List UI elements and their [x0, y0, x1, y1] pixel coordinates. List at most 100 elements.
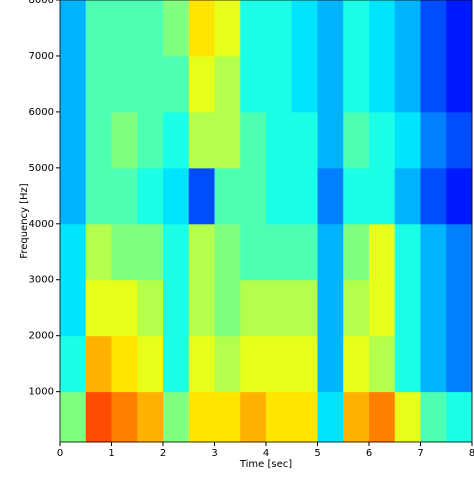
spectrogram-cell: [188, 391, 215, 443]
spectrogram-cell: [369, 279, 396, 337]
spectrogram-cell: [163, 167, 190, 225]
spectrogram-cell: [446, 335, 473, 393]
y-axis-label: Frequency [Hz]: [19, 183, 30, 259]
spectrogram-cell: [214, 111, 241, 169]
axes: 0 1 2 3 4 5 6 7 8 1000 2000 3000 4000 5000 6000 7000 800…: [29, 0, 474, 459]
x-tick-label: 4: [263, 448, 269, 459]
spectrogram-cell: [163, 111, 190, 169]
spectrogram-cell: [266, 0, 293, 57]
spectrogram-cell: [240, 335, 267, 393]
spectrogram-cell: [343, 55, 370, 113]
spectrogram-cell: [266, 279, 293, 337]
spectrogram-cell: [266, 223, 293, 281]
spectrogram-cell: [240, 391, 267, 443]
spectrogram-cell: [188, 0, 215, 57]
spectrogram-cell: [369, 391, 396, 443]
spectrogram-cell: [240, 279, 267, 337]
spectrogram-cell: [85, 0, 112, 57]
spectrogram-cell: [214, 55, 241, 113]
spectrogram-cell: [291, 223, 318, 281]
spectrogram-cell: [214, 0, 241, 57]
spectrogram-cell: [446, 55, 473, 113]
spectrogram-cell: [111, 111, 138, 169]
spectrogram-cell: [137, 55, 164, 113]
spectrogram-cell: [111, 279, 138, 337]
spectrogram-cell: [420, 279, 447, 337]
spectrogram-cell: [394, 55, 421, 113]
spectrogram-cell: [188, 167, 215, 225]
spectrogram-cell: [446, 223, 473, 281]
spectrogram-cell: [369, 223, 396, 281]
spectrogram-cell: [266, 391, 293, 443]
spectrogram-cell: [266, 167, 293, 225]
spectrogram-cell: [85, 167, 112, 225]
spectrogram-cell: [188, 223, 215, 281]
spectrogram-cell: [214, 335, 241, 393]
spectrogram-cell: [163, 391, 190, 443]
x-tick-label: 1: [108, 448, 114, 459]
spectrogram-cell: [420, 0, 447, 57]
x-axis-label: Time [sec]: [239, 459, 292, 470]
spectrogram-cell: [85, 223, 112, 281]
spectrogram-cell: [343, 111, 370, 169]
y-tick-label: 5000: [29, 163, 54, 174]
spectrogram-cell: [240, 223, 267, 281]
spectrogram-cell: [317, 335, 344, 393]
spectrogram-cell: [85, 391, 112, 443]
x-tick-label: 3: [211, 448, 217, 459]
spectrogram-cell: [214, 279, 241, 337]
spectrogram-cell: [137, 167, 164, 225]
x-tick-label: 0: [57, 448, 63, 459]
spectrogram-cell: [240, 55, 267, 113]
spectrogram-cell: [369, 111, 396, 169]
spectrogram-cell: [137, 0, 164, 57]
spectrogram-cell: [137, 335, 164, 393]
spectrogram-cell: [394, 279, 421, 337]
spectrogram-cell: [369, 335, 396, 393]
spectrogram-cell: [420, 111, 447, 169]
spectrogram-cell: [85, 111, 112, 169]
spectrogram-cell: [343, 279, 370, 337]
spectrogram-cell: [214, 223, 241, 281]
spectrogram-cell: [420, 391, 447, 443]
heatmap: [60, 0, 473, 443]
spectrogram-cell: [291, 279, 318, 337]
spectrogram-cell: [60, 279, 87, 337]
x-tick-label: 7: [417, 448, 423, 459]
spectrogram-cell: [369, 55, 396, 113]
spectrogram-cell: [291, 111, 318, 169]
spectrogram-cell: [111, 391, 138, 443]
spectrogram-cell: [291, 335, 318, 393]
spectrogram-cell: [188, 279, 215, 337]
spectrogram-cell: [446, 391, 473, 443]
spectrogram-cell: [60, 0, 87, 57]
spectrogram-cell: [240, 0, 267, 57]
spectrogram-cell: [317, 391, 344, 443]
spectrogram-cell: [317, 223, 344, 281]
spectrogram-cell: [420, 167, 447, 225]
spectrogram-cell: [394, 167, 421, 225]
spectrogram-cell: [420, 223, 447, 281]
spectrogram-cell: [317, 111, 344, 169]
spectrogram-cell: [446, 279, 473, 337]
spectrogram-cell: [446, 167, 473, 225]
spectrogram-cell: [266, 335, 293, 393]
spectrogram-cell: [240, 111, 267, 169]
y-tick-label: 3000: [29, 275, 54, 286]
spectrogram-cell: [60, 111, 87, 169]
spectrogram-cell: [291, 167, 318, 225]
x-tick-label: 2: [160, 448, 166, 459]
spectrogram-cell: [343, 391, 370, 443]
spectrogram-cell: [446, 111, 473, 169]
spectrogram-cell: [137, 391, 164, 443]
x-tick-label: 8: [469, 448, 474, 459]
y-tick-label: 6000: [29, 107, 54, 118]
spectrogram-cell: [111, 167, 138, 225]
x-tick-label: 5: [314, 448, 320, 459]
spectrogram-cell: [85, 335, 112, 393]
spectrogram-cell: [188, 55, 215, 113]
x-tick-label: 6: [366, 448, 372, 459]
spectrogram-cell: [163, 335, 190, 393]
spectrogram-cell: [420, 55, 447, 113]
